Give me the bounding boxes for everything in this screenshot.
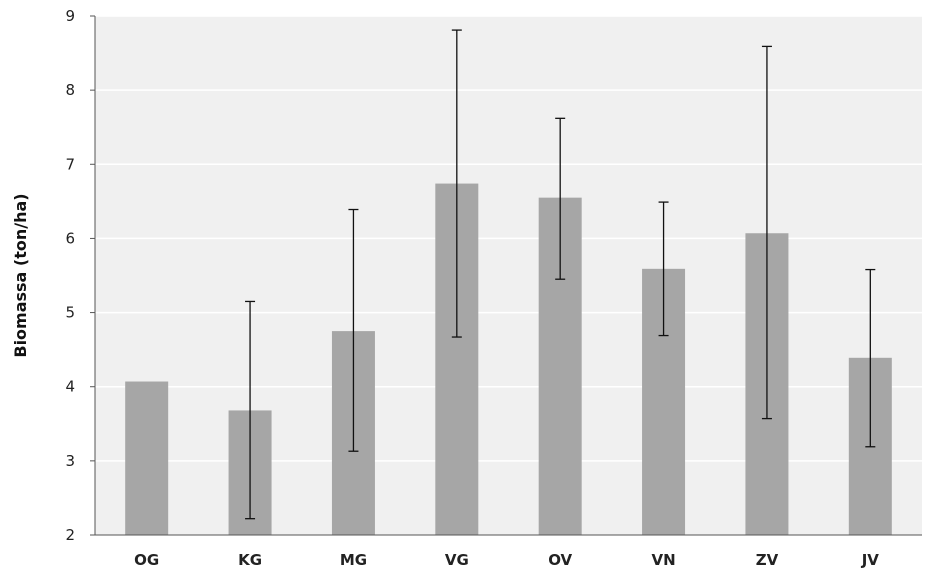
y-tick-labels: 2 3 4 5 6 7 8 9 [65, 7, 75, 544]
bars [125, 183, 892, 535]
x-category-label: OG [134, 551, 159, 569]
x-category-label: MG [340, 551, 367, 569]
x-category-label: OV [548, 551, 572, 569]
y-tick-label: 6 [65, 229, 75, 247]
axes [94, 16, 922, 536]
y-tick-label: 7 [65, 155, 75, 173]
x-category-label: KG [238, 551, 262, 569]
y-tick-label: 3 [65, 452, 75, 470]
y-tick-label: 2 [65, 526, 75, 544]
y-tick-label: 8 [65, 81, 75, 99]
y-axis-title: Biomassa (ton/ha) [11, 193, 30, 357]
x-category-labels: OG KG MG VG OV VN ZV JV [134, 551, 879, 569]
bar [125, 381, 169, 535]
error-bars [245, 29, 876, 520]
x-category-label: VN [651, 551, 675, 569]
y-tick-label: 5 [65, 304, 75, 322]
y-tick-label: 4 [65, 378, 75, 396]
y-tick-label: 9 [65, 7, 75, 25]
x-category-label: ZV [756, 551, 779, 569]
x-category-label: VG [445, 551, 469, 569]
x-category-label: JV [861, 551, 880, 569]
plot-area [95, 16, 922, 535]
